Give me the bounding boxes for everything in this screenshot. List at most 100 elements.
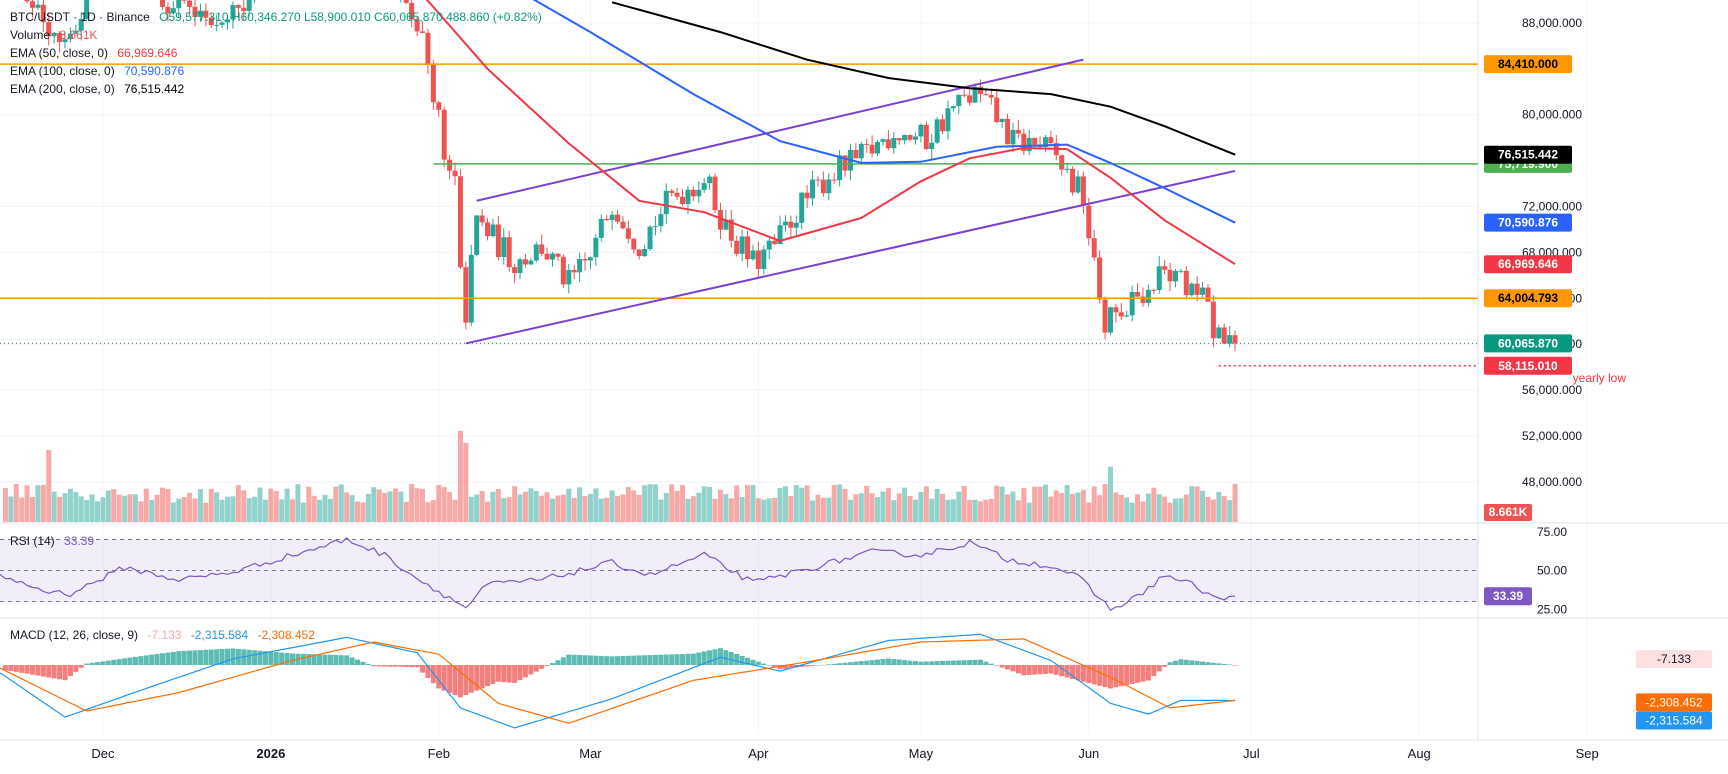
candle-down[interactable] <box>1194 283 1200 295</box>
candle-down[interactable] <box>1118 312 1124 317</box>
candle-down[interactable] <box>988 95 994 98</box>
candle-up[interactable] <box>67 33 73 40</box>
candle-up[interactable] <box>1200 287 1206 295</box>
candle-up[interactable] <box>1124 315 1130 317</box>
candle-down[interactable] <box>712 176 718 211</box>
candle-down[interactable] <box>620 221 626 229</box>
candle-up[interactable] <box>1227 335 1233 344</box>
candle-up[interactable] <box>782 221 788 226</box>
candle-up[interactable] <box>468 254 474 323</box>
ema100-legend[interactable]: EMA (100, close, 0) 70,590.876 <box>10 62 190 80</box>
candle-up[interactable] <box>528 260 534 265</box>
volume-legend[interactable]: Volume 8.661K <box>10 26 103 44</box>
candle-down[interactable] <box>885 139 891 149</box>
candle-up[interactable] <box>219 22 225 25</box>
candle-up[interactable] <box>902 135 908 141</box>
candle-up[interactable] <box>891 138 897 149</box>
ema50-legend[interactable]: EMA (50, close, 0) 66,969.646 <box>10 44 183 62</box>
candle-down[interactable] <box>788 221 794 228</box>
candle-down[interactable] <box>208 17 214 26</box>
candle-down[interactable] <box>1032 137 1038 145</box>
candle-up[interactable] <box>566 269 572 285</box>
candle-down[interactable] <box>203 10 209 18</box>
candle-down[interactable] <box>1059 155 1065 170</box>
candle-up[interactable] <box>658 214 664 227</box>
candle-up[interactable] <box>73 30 79 34</box>
candle-up[interactable] <box>490 224 496 237</box>
candle-up[interactable] <box>1172 270 1178 282</box>
candle-up[interactable] <box>826 179 832 194</box>
ema200-line[interactable] <box>611 1 1236 156</box>
candle-down[interactable] <box>235 5 241 8</box>
candle-up[interactable] <box>474 215 480 255</box>
candle-down[interactable] <box>1221 327 1227 344</box>
candle-up[interactable] <box>707 176 713 184</box>
candle-up[interactable] <box>593 237 599 258</box>
candle-up[interactable] <box>1064 168 1070 170</box>
candle-down[interactable] <box>555 253 561 257</box>
candle-up[interactable] <box>793 222 799 228</box>
candle-down[interactable] <box>907 135 913 140</box>
ema100-line[interactable] <box>515 0 1236 224</box>
macd-signal-line[interactable] <box>0 638 1236 724</box>
candle-up[interactable] <box>761 249 767 269</box>
candle-up[interactable] <box>1189 283 1195 296</box>
candle-down[interactable] <box>994 97 1000 123</box>
candle-up[interactable] <box>1010 129 1016 145</box>
candle-down[interactable] <box>1162 266 1168 270</box>
candle-up[interactable] <box>642 248 648 257</box>
candle-down[interactable] <box>842 155 848 171</box>
candle-down[interactable] <box>1210 301 1216 339</box>
candle-down[interactable] <box>961 94 967 96</box>
candle-down[interactable] <box>441 109 447 160</box>
candle-down[interactable] <box>669 190 675 193</box>
candle-down[interactable] <box>506 237 512 268</box>
candle-up[interactable] <box>1145 289 1151 304</box>
candle-up[interactable] <box>51 32 57 37</box>
candle-up[interactable] <box>972 86 978 103</box>
candle-down[interactable] <box>831 179 837 181</box>
candle-down[interactable] <box>1140 296 1146 304</box>
candle-up[interactable] <box>799 192 805 223</box>
candle-down[interactable] <box>615 214 621 222</box>
candle-down[interactable] <box>755 250 761 269</box>
candle-up[interactable] <box>956 94 962 107</box>
rsi-line[interactable] <box>0 536 1236 612</box>
candle-down[interactable] <box>582 258 588 261</box>
candle-down[interactable] <box>430 64 436 103</box>
candle-down[interactable] <box>1080 176 1086 206</box>
candle-down[interactable] <box>452 170 458 177</box>
candle-down[interactable] <box>479 215 485 223</box>
candle-up[interactable] <box>587 257 593 261</box>
channel-trendline[interactable] <box>465 169 1236 345</box>
candle-down[interactable] <box>181 0 187 1</box>
candle-down[interactable] <box>160 0 166 7</box>
candle-up[interactable] <box>750 250 756 260</box>
candle-down[interactable] <box>804 192 810 199</box>
candle-down[interactable] <box>690 189 696 197</box>
candle-down[interactable] <box>192 6 198 17</box>
macd-legend[interactable]: MACD (12, 26, close, 9) -7.133 -2,315.58… <box>10 626 321 644</box>
candle-down[interactable] <box>409 2 415 20</box>
candle-down[interactable] <box>1183 270 1189 296</box>
candle-down[interactable] <box>636 249 642 257</box>
channel-trendline[interactable] <box>476 58 1084 202</box>
candle-up[interactable] <box>230 5 236 20</box>
candle-down[interactable] <box>967 95 973 103</box>
candle-down[interactable] <box>1021 133 1027 152</box>
candle-down[interactable] <box>853 149 859 159</box>
candle-down[interactable] <box>457 176 463 268</box>
candle-down[interactable] <box>1102 299 1108 333</box>
candle-up[interactable] <box>1178 270 1184 272</box>
candle-down[interactable] <box>864 143 870 145</box>
candle-up[interactable] <box>609 214 615 221</box>
candle-down[interactable] <box>485 222 491 237</box>
candle-down[interactable] <box>674 192 680 197</box>
candle-down[interactable] <box>241 7 247 11</box>
candle-up[interactable] <box>1129 291 1135 316</box>
candle-up[interactable] <box>766 240 772 250</box>
candle-down[interactable] <box>512 267 518 274</box>
candle-up[interactable] <box>663 190 669 215</box>
candle-up[interactable] <box>246 0 252 11</box>
